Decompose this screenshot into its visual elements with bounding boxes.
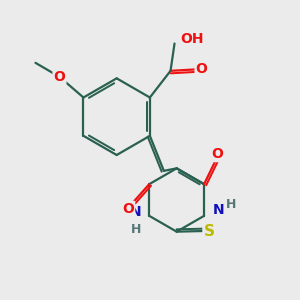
Text: H: H	[226, 198, 236, 211]
Text: O: O	[122, 202, 134, 216]
Text: S: S	[203, 224, 214, 238]
Text: O: O	[53, 70, 65, 84]
Text: N: N	[130, 206, 142, 220]
Text: OH: OH	[181, 32, 204, 46]
Text: O: O	[196, 62, 208, 76]
Text: O: O	[211, 147, 223, 161]
Text: H: H	[131, 223, 141, 236]
Text: N: N	[212, 203, 224, 217]
